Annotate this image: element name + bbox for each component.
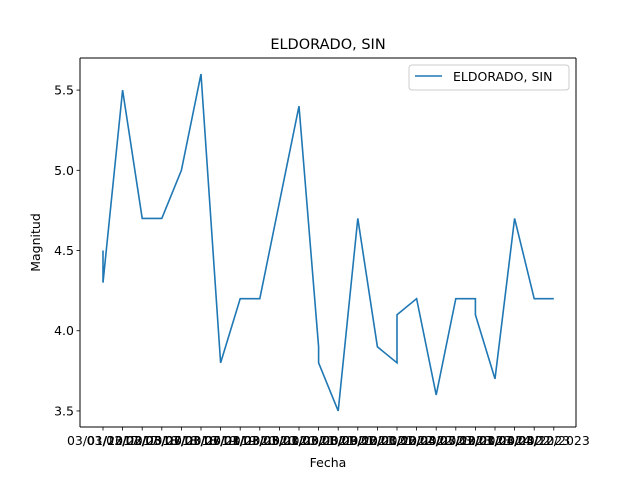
x-tick-label: 03/04/2022 (479, 433, 551, 448)
x-axis-ticks: 03/01/201703/12/201703/02/201803/05/2018… (67, 427, 590, 448)
legend-label: ELDORADO, SIN (453, 69, 552, 84)
x-tick-label: 03/08/2021 (302, 433, 374, 448)
x-tick-label: 03/07/2019 (185, 433, 257, 448)
y-axis-label: Magnitud (28, 213, 43, 272)
y-tick-label: 4.5 (54, 243, 74, 258)
x-tick-label: 03/12/2023 (439, 433, 511, 448)
x-tick-label: 03/12/2021 (341, 433, 413, 448)
x-tick-label: 03/03/2020 (224, 433, 296, 448)
legend: ELDORADO, SIN (408, 64, 570, 91)
x-tick-label: 03/04/2023 (400, 433, 472, 448)
plot-frame (79, 57, 577, 428)
x-tick-label: 03/09/2021 (322, 433, 394, 448)
x-tick-label: 03/07/2023 (420, 433, 492, 448)
x-tick-label: 03/01/2024 (459, 433, 531, 448)
y-tick-label: 5.5 (54, 83, 74, 98)
x-axis-label: Fecha (310, 455, 347, 470)
y-tick-label: 5.0 (54, 163, 74, 178)
y-tick-label: 4.0 (54, 323, 74, 338)
x-tick-label: 03/03/2019 (165, 433, 237, 448)
x-tick-label: 03/02/2018 (106, 433, 178, 448)
x-tick-label: 03/05/2018 (126, 433, 198, 448)
x-tick-label: 03/12/2023 (518, 433, 590, 448)
y-tick-label: 3.5 (54, 403, 74, 418)
series-lines (102, 73, 554, 412)
x-tick-label: 03/01/2017 (67, 433, 139, 448)
x-tick-label: 03/01/2021 (263, 433, 335, 448)
x-tick-label: 03/01/2022 (361, 433, 433, 448)
chart-title: ELDORADO, SIN (270, 37, 385, 53)
x-tick-label: 03/03/2021 (283, 433, 355, 448)
x-tick-label: 03/07/2018 (145, 433, 217, 448)
x-tick-label: 03/04/2023 (498, 433, 570, 448)
y-axis-ticks: 3.5 4.0 4.5 5.0 5.5 (54, 83, 80, 418)
series-line (102, 73, 554, 412)
x-tick-label: 03/01/2020 (204, 433, 276, 448)
x-tick-label: 03/12/2017 (87, 433, 159, 448)
x-tick-label: 03/12/2022 (381, 433, 453, 448)
plot-area (80, 58, 576, 427)
legend-box (408, 64, 570, 91)
x-tick-label: 03/05/2020 (243, 433, 315, 448)
